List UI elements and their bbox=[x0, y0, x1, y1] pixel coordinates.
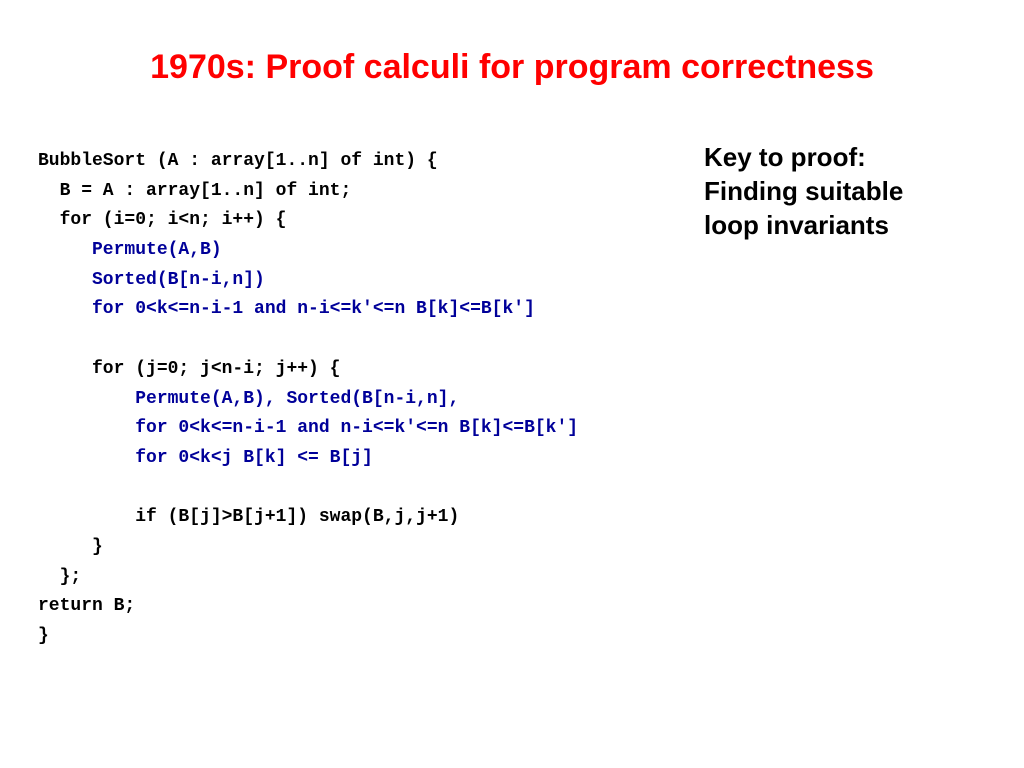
code-line-invariant: for 0<k<j B[k] <= B[j] bbox=[38, 448, 373, 468]
code-line: if (B[j]>B[j+1]) swap(B,j,j+1) bbox=[38, 507, 459, 527]
code-line-invariant: for 0<k<=n-i-1 and n-i<=k'<=n B[k]<=B[k'… bbox=[38, 418, 578, 438]
code-line: for (j=0; j<n-i; j++) { bbox=[38, 359, 340, 379]
note-line: loop invariants bbox=[704, 209, 964, 243]
code-line: return B; bbox=[38, 596, 135, 616]
code-line: } bbox=[38, 626, 49, 646]
code-line-invariant: Permute(A,B), Sorted(B[n-i,n], bbox=[38, 389, 459, 409]
note-line: Key to proof: bbox=[704, 141, 964, 175]
code-block: BubbleSort (A : array[1..n] of int) { B … bbox=[38, 147, 578, 652]
code-line-invariant: for 0<k<=n-i-1 and n-i<=k'<=n B[k]<=B[k'… bbox=[38, 299, 535, 319]
code-line-invariant: Permute(A,B) bbox=[38, 240, 222, 260]
code-line: }; bbox=[38, 567, 81, 587]
code-line: B = A : array[1..n] of int; bbox=[38, 181, 351, 201]
key-note: Key to proof: Finding suitable loop inva… bbox=[704, 141, 964, 242]
note-line: Finding suitable bbox=[704, 175, 964, 209]
code-line: } bbox=[38, 537, 103, 557]
slide-title: 1970s: Proof calculi for program correct… bbox=[0, 0, 1024, 97]
code-line: BubbleSort (A : array[1..n] of int) { bbox=[38, 151, 438, 171]
code-line-invariant: Sorted(B[n-i,n]) bbox=[38, 270, 265, 290]
code-line: for (i=0; i<n; i++) { bbox=[38, 210, 286, 230]
